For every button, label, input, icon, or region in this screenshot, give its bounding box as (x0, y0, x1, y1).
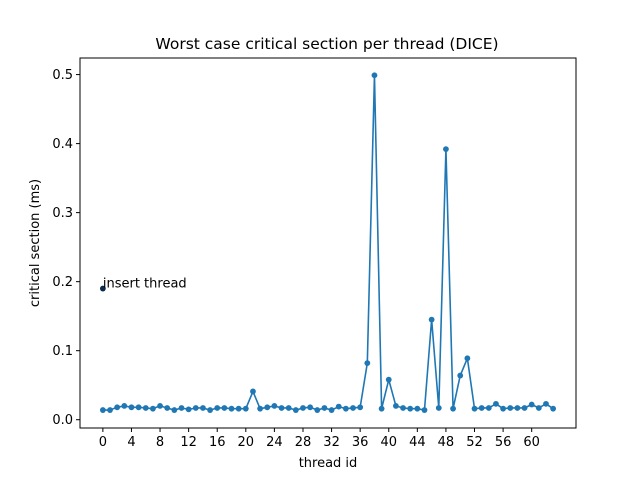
x-axis-label: thread id (299, 456, 358, 471)
data-point (157, 403, 163, 409)
data-point (178, 405, 185, 411)
data-point (149, 405, 156, 412)
data-point (500, 405, 507, 412)
y-axis-label: critical section (ms) (28, 179, 43, 307)
data-point (121, 403, 128, 409)
data-point (271, 403, 278, 409)
data-point (228, 405, 235, 412)
y-tick-label: 0.5 (52, 68, 73, 83)
data-point (485, 405, 492, 411)
x-tick-label: 20 (238, 435, 255, 450)
data-point (314, 407, 321, 413)
x-tick-label: 52 (466, 435, 483, 450)
x-tick-label: 8 (156, 435, 164, 450)
data-point (414, 405, 421, 412)
y-tick-label: 0.2 (52, 275, 73, 290)
data-point (392, 403, 399, 409)
x-tick-label: 24 (266, 435, 283, 450)
y-tick-label: 0.3 (52, 206, 73, 221)
chart-title: Worst case critical section per thread (… (155, 35, 498, 53)
y-tick-label: 0.4 (52, 137, 73, 152)
data-point (300, 405, 306, 411)
x-tick-label: 40 (380, 435, 397, 450)
data-point (335, 403, 342, 410)
x-tick-label: 56 (495, 435, 512, 450)
data-point (207, 407, 213, 413)
data-point (242, 405, 249, 412)
data-point (507, 405, 514, 411)
data-point (521, 405, 528, 411)
data-point (328, 407, 335, 413)
data-point (285, 405, 292, 411)
data-point (357, 404, 364, 411)
x-tick-label: 4 (127, 435, 135, 450)
data-point (214, 405, 221, 411)
data-point (250, 388, 256, 395)
data-point (278, 405, 285, 411)
data-point (407, 405, 414, 412)
data-point (200, 405, 206, 411)
x-tick-label: 16 (209, 435, 226, 450)
data-point (171, 407, 178, 413)
y-tick-label: 0.1 (52, 344, 73, 359)
data-point (457, 372, 464, 379)
data-point (164, 405, 171, 411)
data-point (192, 405, 199, 411)
data-point (428, 316, 435, 323)
plot-frame (79, 57, 577, 429)
data-point (385, 376, 392, 383)
data-point (450, 405, 456, 412)
x-tick-label: 48 (438, 435, 455, 450)
data-point (342, 405, 349, 412)
data-point (292, 407, 299, 413)
data-point (478, 405, 485, 411)
data-point (321, 405, 328, 411)
data-point (550, 405, 557, 412)
data-point (435, 405, 442, 411)
x-tick-label: 32 (323, 435, 340, 450)
data-point (471, 405, 478, 412)
data-point (350, 405, 356, 411)
data-point (378, 405, 385, 412)
axes: 0 4 8 12 16 20 24 28 32 36 40 44 48 52 56 600.00.10.20.… (52, 68, 540, 450)
data-point (128, 404, 135, 411)
data-point (464, 355, 471, 362)
data-point (107, 407, 113, 413)
x-tick-label: 28 (295, 435, 312, 450)
data-point (535, 405, 542, 411)
data-point (142, 405, 149, 411)
data-point (264, 404, 271, 411)
data-point (514, 405, 521, 411)
x-tick-label: 0 (99, 435, 107, 450)
x-tick-label: 44 (409, 435, 426, 450)
data-point (364, 360, 371, 367)
data-point (257, 405, 264, 412)
data-point (135, 404, 142, 411)
data-point (528, 401, 535, 408)
data-point (543, 400, 549, 407)
y-tick-label: 0.0 (52, 413, 73, 428)
data-point (99, 407, 106, 413)
data-point (307, 404, 314, 411)
data-point (371, 72, 378, 79)
x-tick-label: 12 (180, 435, 197, 450)
data-point (114, 404, 121, 411)
data-point (235, 405, 242, 412)
annotation-label: insert thread (103, 277, 187, 292)
x-tick-label: 60 (523, 435, 540, 450)
series-line (102, 74, 554, 411)
insert-thread-point (99, 285, 106, 292)
data-point (185, 406, 192, 413)
plot-marks: insert thread (99, 72, 557, 413)
data-point (493, 400, 499, 407)
x-tick-label: 36 (352, 435, 369, 450)
data-point (221, 405, 228, 411)
data-point (421, 407, 428, 413)
data-point (443, 146, 449, 153)
data-point (400, 405, 406, 411)
